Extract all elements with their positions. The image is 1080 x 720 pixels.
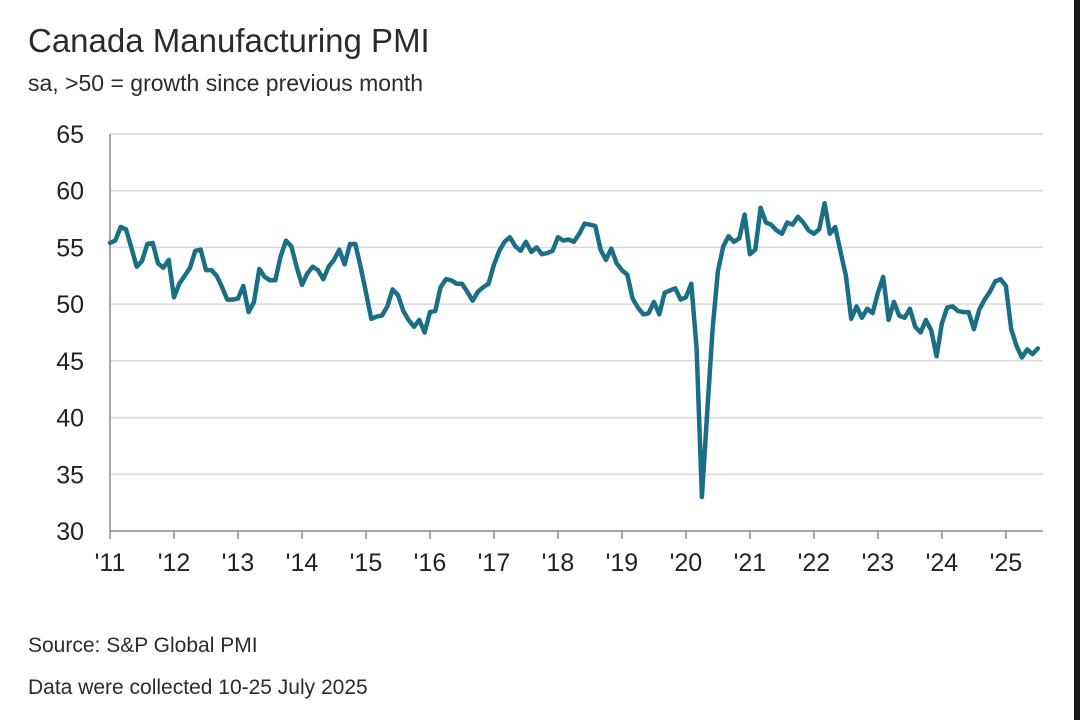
gridlines (110, 133, 1043, 476)
x-tick-label: '20 (670, 549, 703, 577)
x-tick-label: '15 (350, 549, 383, 577)
x-tick-label: '25 (990, 549, 1023, 577)
x-tick-label: '11 (95, 549, 126, 577)
y-tick-label: 55 (56, 234, 84, 262)
chart-title: Canada Manufacturing PMI (28, 22, 430, 59)
x-tick-label: '19 (606, 549, 639, 577)
x-tick-label: '24 (926, 549, 959, 577)
x-tick-label: '18 (542, 549, 575, 577)
y-tick-label: 65 (56, 121, 84, 149)
y-tick-label: 30 (56, 518, 84, 546)
x-axis-tick-labels: '11 '12 '13 '14 '15 '16 '17 '18 '19 '20 '21 '22 '23 '… (95, 549, 1023, 577)
x-tick-label: '21 (734, 549, 767, 577)
pmi-series-line (107, 200, 1041, 500)
y-tick-label: 50 (56, 291, 84, 319)
collection-note: Data were collected 10-25 July 2025 (28, 676, 368, 699)
x-tick-label: '16 (414, 549, 447, 577)
y-tick-label: 40 (56, 405, 84, 433)
y-tick-label: 45 (56, 348, 84, 376)
x-tick-label: '13 (222, 549, 255, 577)
series-layer (107, 200, 1041, 500)
chart-subtitle: sa, >50 = growth since previous month (28, 70, 424, 96)
x-tick-label: '12 (158, 549, 191, 577)
source-note: Source: S&P Global PMI (28, 634, 258, 657)
x-tick-label: '22 (798, 549, 831, 577)
right-edge-border (1074, 0, 1080, 720)
y-axis-tick-labels: 30 35 40 45 50 55 60 65 (56, 121, 84, 546)
x-tick-label: '23 (862, 549, 895, 577)
x-tick-label: '17 (478, 549, 511, 577)
y-tick-label: 60 (56, 178, 84, 206)
y-tick-label: 35 (56, 461, 84, 489)
x-tick-label: '14 (286, 549, 319, 577)
axes (109, 134, 1043, 539)
